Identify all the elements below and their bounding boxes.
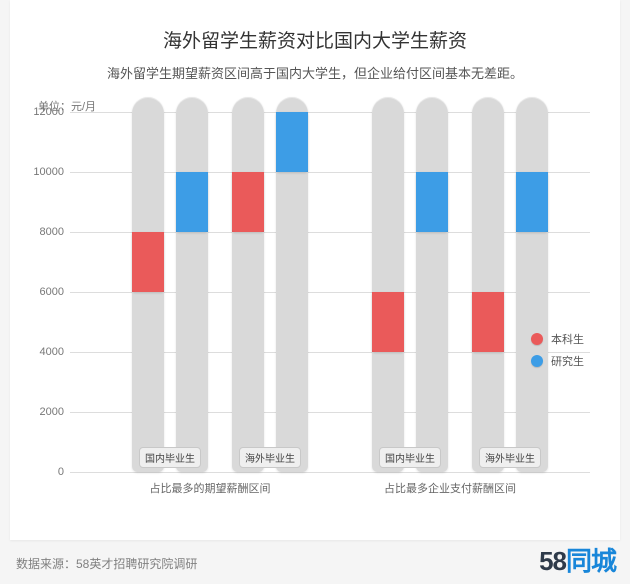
column-bg xyxy=(472,97,504,472)
column-segment xyxy=(276,112,308,172)
bar-label: 国内毕业生 xyxy=(139,447,201,468)
chart-column xyxy=(472,112,504,472)
column-segment xyxy=(516,172,548,232)
column-bg xyxy=(516,97,548,472)
column-bg xyxy=(416,97,448,472)
y-tick: 2000 xyxy=(40,406,70,418)
legend-dot xyxy=(531,333,543,345)
bar-label: 海外毕业生 xyxy=(479,447,541,468)
chart-column xyxy=(372,112,404,472)
bar-label: 海外毕业生 xyxy=(239,447,301,468)
column-bg xyxy=(372,97,404,472)
group-label: 占比最多企业支付薪酬区间 xyxy=(384,480,516,496)
column-segment xyxy=(372,292,404,352)
bar-label: 国内毕业生 xyxy=(379,447,441,468)
column-segment xyxy=(232,172,264,232)
chart-title: 海外留学生薪资对比国内大学生薪资 xyxy=(10,26,620,53)
y-tick: 10000 xyxy=(33,166,70,178)
chart-card: 海外留学生薪资对比国内大学生薪资 海外留学生期望薪资区间高于国内大学生，但企业给… xyxy=(10,0,620,540)
brand-logo: 58同城 xyxy=(539,541,616,578)
group-label: 占比最多的期望薪酬区间 xyxy=(150,480,271,496)
y-tick: 8000 xyxy=(40,226,70,238)
chart-subtitle: 海外留学生期望薪资区间高于国内大学生，但企业给付区间基本无差距。 xyxy=(10,63,620,82)
chart-column xyxy=(276,112,308,472)
grid-line xyxy=(70,472,590,473)
brand-cn: 同城 xyxy=(566,546,616,576)
chart-column xyxy=(232,112,264,472)
legend-item: 本科生 xyxy=(531,331,584,347)
source-text: 数据来源：58英才招聘研究院调研 xyxy=(16,555,197,572)
y-tick: 0 xyxy=(58,466,70,478)
plot-area: 020004000600080001000012000占比最多的期望薪酬区间国内… xyxy=(70,112,590,472)
column-bg xyxy=(176,97,208,472)
chart-column xyxy=(416,112,448,472)
legend-label: 研究生 xyxy=(551,353,584,369)
chart-column xyxy=(516,112,548,472)
column-segment xyxy=(416,172,448,232)
chart-column xyxy=(132,112,164,472)
brand-58: 58 xyxy=(539,546,566,576)
y-tick: 4000 xyxy=(40,346,70,358)
legend-label: 本科生 xyxy=(551,331,584,347)
y-tick: 6000 xyxy=(40,286,70,298)
chart-column xyxy=(176,112,208,472)
column-segment xyxy=(132,232,164,292)
y-tick: 12000 xyxy=(33,106,70,118)
legend-dot xyxy=(531,355,543,367)
column-segment xyxy=(472,292,504,352)
column-bg xyxy=(232,97,264,472)
column-segment xyxy=(176,172,208,232)
legend-item: 研究生 xyxy=(531,353,584,369)
legend: 本科生研究生 xyxy=(531,325,584,375)
